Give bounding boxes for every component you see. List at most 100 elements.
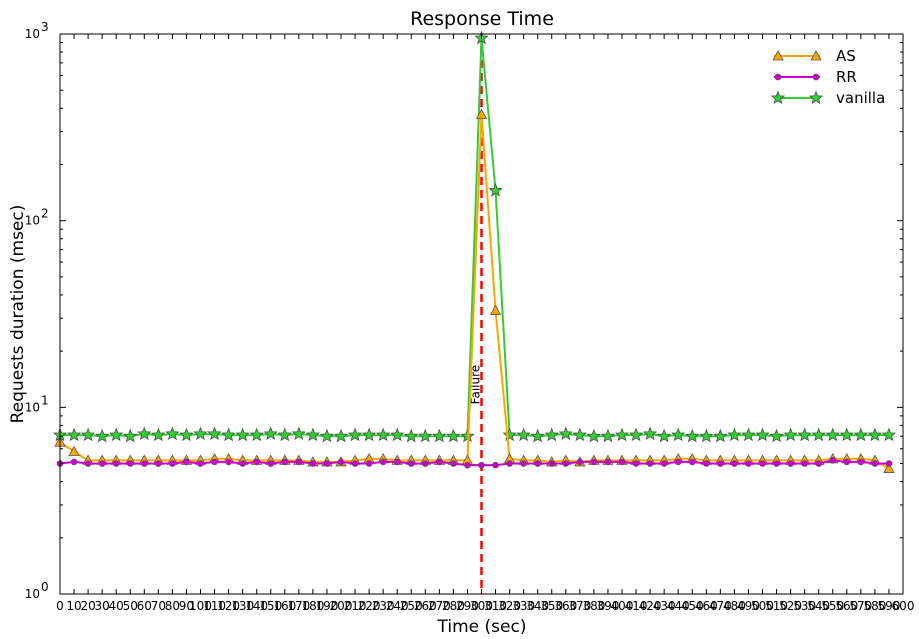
x-tick-label: 290 (456, 599, 479, 613)
x-tick-label: 390 (596, 599, 619, 613)
x-tick-label: 380 (582, 599, 605, 613)
data-point-RR (492, 461, 499, 469)
data-point-vanilla (671, 427, 686, 442)
data-point-RR (253, 458, 261, 466)
legend: AS RR vanilla (770, 47, 885, 107)
data-point-RR (155, 460, 162, 467)
legend-marker-start (770, 90, 786, 105)
data-point-vanilla (853, 427, 868, 442)
x-tick-label: 510 (765, 599, 788, 613)
data-point-vanilla (207, 426, 222, 441)
y-tick-exponent-text: 3 (41, 20, 49, 34)
data-point-RR (464, 461, 471, 469)
data-point-vanilla (333, 428, 349, 443)
data-point-RR (141, 460, 148, 467)
series-RR (56, 457, 893, 469)
x-tick-label: 230 (372, 599, 395, 613)
data-point-RR (801, 460, 808, 467)
data-point-vanilla (699, 428, 714, 443)
x-tick-label: 170 (287, 599, 310, 613)
x-tick-label: 110 (203, 599, 226, 613)
legend-label: AS (836, 47, 856, 65)
x-tick-label: 500 (751, 599, 774, 613)
data-point-vanilla (488, 183, 503, 197)
plot-area: Failure (52, 30, 897, 594)
data-point-RR (183, 458, 190, 466)
x-tick-label: 130 (231, 599, 254, 613)
data-point-RR (674, 458, 682, 466)
data-point-vanilla (783, 427, 798, 442)
x-tick-label: 60 (137, 599, 152, 613)
data-point-RR (576, 458, 584, 466)
data-point-vanilla (657, 428, 672, 443)
x-tick-label: 260 (414, 599, 437, 613)
x-tick-label: 240 (386, 599, 409, 613)
data-point-vanilla (165, 426, 180, 441)
data-point-vanilla (628, 427, 644, 442)
x-tick-label: 270 (428, 599, 451, 613)
data-point-vanilla (291, 426, 306, 441)
x-tick-label: 590 (877, 599, 900, 613)
data-point-vanilla (418, 428, 433, 443)
data-point-RR (450, 460, 457, 467)
legend-label: vanilla (836, 89, 885, 107)
y-tick-exponent: 0 (41, 580, 49, 594)
data-point-vanilla (263, 426, 278, 441)
x-tick-label: 220 (358, 599, 381, 613)
x-tick-label: 450 (681, 599, 704, 613)
data-point-RR (98, 460, 106, 467)
y-tick-exponent: 3 (41, 20, 49, 34)
data-point-RR (211, 458, 218, 466)
data-point-RR (660, 460, 668, 467)
data-point-RR (646, 460, 654, 467)
data-point-RR (885, 460, 893, 467)
x-tick-label: 470 (709, 599, 732, 613)
data-point-RR (520, 460, 527, 467)
data-point-RR (857, 458, 865, 466)
x-tick-label: 0 (56, 599, 64, 613)
legend-item-vanilla: vanilla (770, 89, 885, 107)
data-point-vanilla (811, 427, 826, 442)
x-tick-label: 140 (245, 599, 268, 613)
data-point-vanilla (319, 428, 335, 443)
data-point-vanilla (362, 427, 377, 442)
data-point-vanilla (544, 427, 559, 442)
data-point-RR (436, 458, 443, 466)
data-point-vanilla (741, 427, 756, 442)
data-point-vanilla (614, 427, 630, 442)
data-point-RR (393, 458, 401, 466)
y-tick-base: 10 (25, 587, 40, 601)
y-tick-base: 10 (25, 214, 40, 228)
x-tick-label: 250 (400, 599, 423, 613)
legend-label: RR (836, 68, 857, 86)
data-point-vanilla (825, 427, 840, 442)
x-tick-label: 350 (540, 599, 563, 613)
x-tick-label: 10 (66, 599, 81, 613)
x-tick-label: 460 (695, 599, 718, 613)
x-tick-label: 30 (95, 599, 110, 613)
y-axis-title: Requests duration (msec) (8, 205, 28, 424)
chart-title: Response Time (410, 8, 554, 30)
y-tick-label: 10 (25, 214, 40, 228)
data-point-RR (323, 460, 331, 467)
data-point-vanilla (305, 427, 320, 442)
data-point-RR (688, 458, 696, 466)
x-tick-label: 200 (330, 599, 353, 613)
data-point-vanilla (572, 427, 587, 442)
y-tick-exponent-text: 0 (41, 580, 49, 594)
data-point-RR (112, 460, 120, 467)
data-point-vanilla (797, 427, 812, 442)
data-point-vanilla (221, 427, 236, 442)
y-tick-exponent: 2 (41, 207, 49, 221)
data-point-vanilla (137, 426, 152, 441)
data-point-RR (267, 460, 275, 467)
data-point-RR (70, 458, 78, 466)
legend-item-RR: RR (774, 68, 857, 86)
legend-marker-start (772, 50, 784, 61)
x-tick-label: 480 (723, 599, 746, 613)
x-tick-label: 280 (442, 599, 465, 613)
data-point-RR (829, 457, 837, 464)
data-point-RR (407, 460, 415, 467)
data-point-vanilla (600, 428, 616, 443)
